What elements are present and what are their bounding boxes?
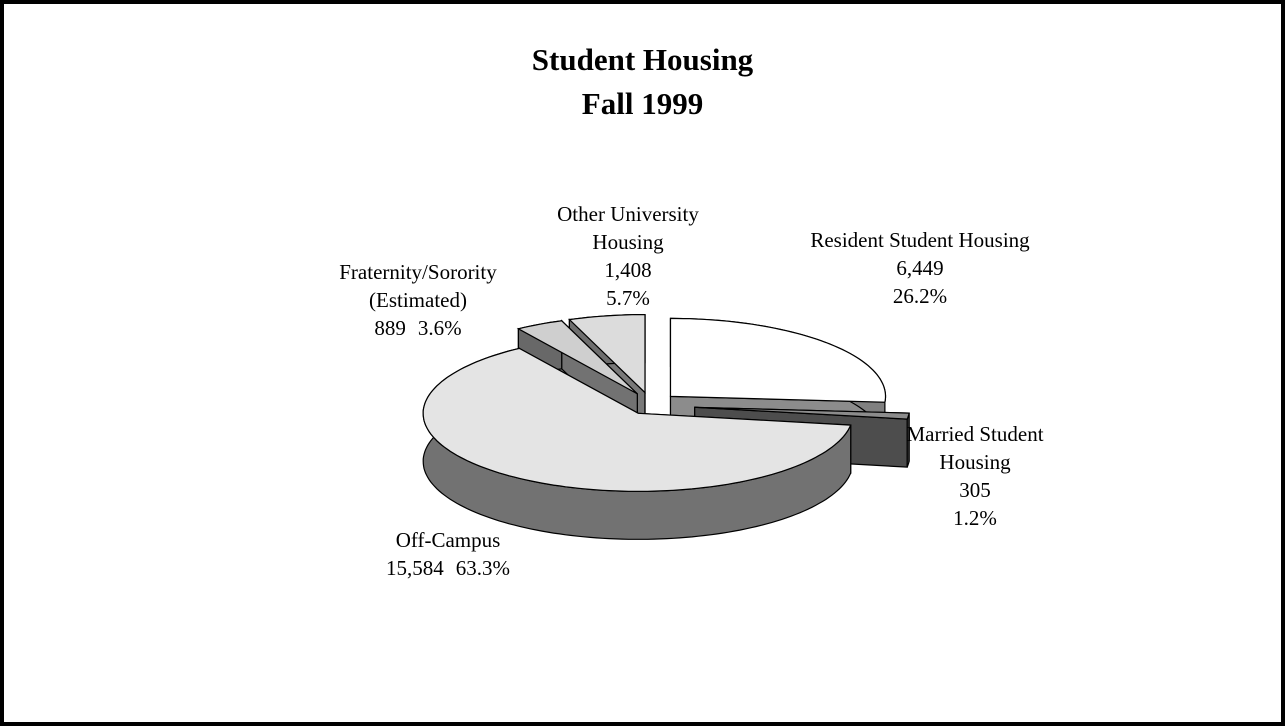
slice-label: Off-Campus 15,584 63.3% (328, 526, 568, 582)
category-label: Other University Housing (557, 202, 699, 254)
category-label: Resident Student Housing (810, 228, 1030, 252)
slice-label: Resident Student Housing 6,449 26.2% (805, 226, 1035, 310)
slice (669, 317, 887, 403)
chart-subtitle: Fall 1999 (581, 86, 704, 121)
slice (694, 406, 910, 420)
slice-label: Other University Housing 1,408 5.7% (528, 200, 728, 312)
slice-label: Married Student Housing 305 1.2% (875, 420, 1075, 532)
chart-title: Student Housing (531, 42, 754, 77)
label-line: 15,584 63.3% (328, 554, 568, 582)
percentage-label: 26.2% (892, 284, 948, 308)
percentage-label: 1.2% (953, 506, 997, 530)
value-label: 6,449 (896, 256, 944, 280)
percentage-label: 3.6% (417, 316, 462, 340)
category-label: Off-Campus (395, 528, 501, 552)
percentage-label: 63.3% (455, 556, 510, 580)
category-label: Fraternity/Sorority (Estimated) (339, 260, 497, 312)
value-label: 889 (374, 316, 406, 340)
value-label: 305 (959, 478, 991, 502)
value-label: 15,584 (386, 556, 444, 580)
percentage-label: 5.7% (606, 286, 650, 310)
category-label: Married Student Housing (906, 422, 1044, 474)
label-line: 889 3.6% (313, 314, 523, 342)
value-label: 1,408 (604, 258, 652, 282)
slice (516, 320, 638, 395)
slice (568, 314, 646, 395)
slice-label: Fraternity/Sorority (Estimated) 889 3.6% (313, 258, 523, 342)
slice (422, 347, 852, 492)
